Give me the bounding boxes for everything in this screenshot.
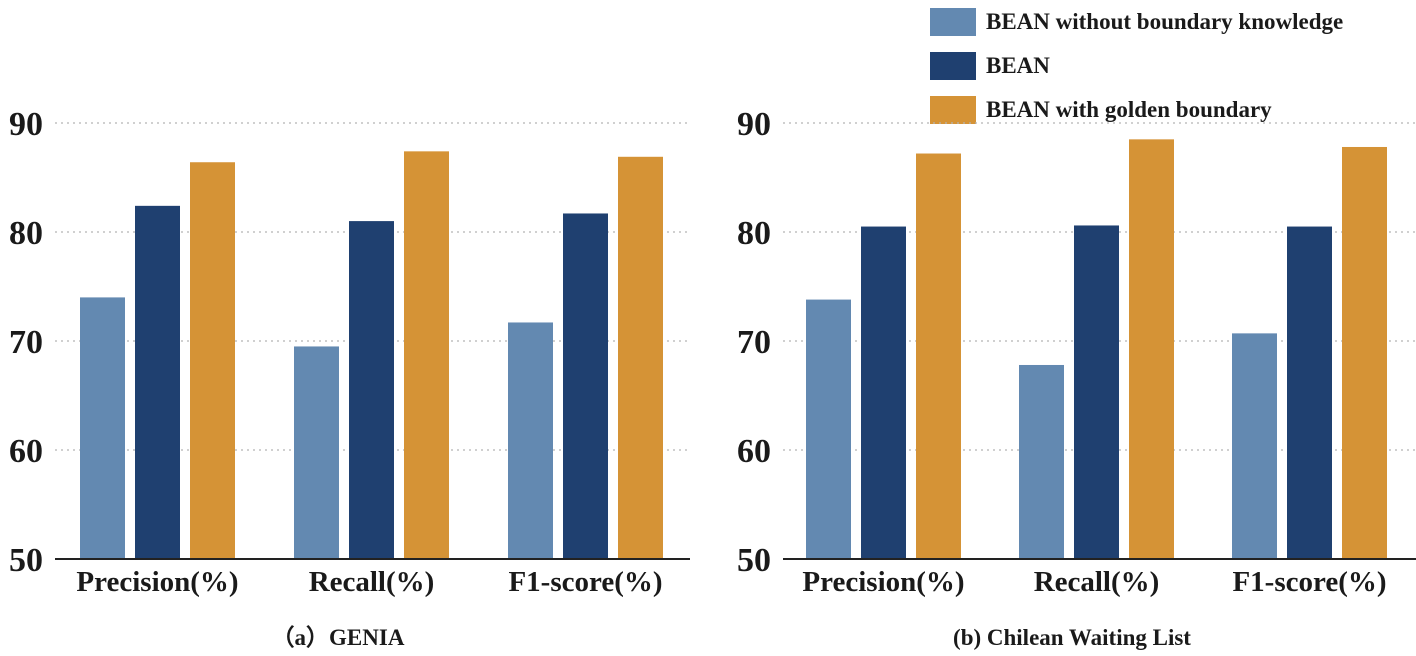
bar-bean-without-boundary-knowledge-1	[294, 346, 339, 559]
x-tick-label: F1-score(%)	[508, 566, 662, 598]
bar-bean-without-boundary-knowledge-0	[80, 297, 125, 559]
bar-bean-without-boundary-knowledge-1	[1019, 364, 1064, 559]
bar-bean-1	[1074, 225, 1119, 559]
bar-bean-0	[135, 205, 180, 559]
bar-bean-with-golden-boundary-2	[618, 156, 663, 560]
x-tick-label: F1-score(%)	[1232, 566, 1386, 598]
x-tick-label: Recall(%)	[1034, 566, 1160, 598]
y-tick-label: 60	[737, 433, 771, 470]
legend-label: BEAN without boundary knowledge	[986, 9, 1344, 34]
bar-bean-2	[563, 213, 608, 559]
y-tick-label: 70	[737, 324, 771, 361]
bar-bean-without-boundary-knowledge-2	[508, 322, 553, 559]
y-tick-label: 80	[737, 215, 771, 252]
y-tick-label: 90	[9, 106, 43, 143]
x-tick-label: Recall(%)	[309, 566, 435, 598]
bar-bean-without-boundary-knowledge-0	[806, 299, 851, 559]
x-tick-label: Precision(%)	[76, 566, 238, 598]
panel-title: （a）GENIA	[272, 624, 405, 650]
bar-bean-with-golden-boundary-1	[1129, 139, 1174, 559]
bar-bean-with-golden-boundary-0	[190, 162, 235, 560]
y-tick-label: 70	[9, 324, 43, 361]
legend-item-bean: BEAN	[930, 44, 1343, 88]
bar-bean-with-golden-boundary-1	[404, 151, 449, 559]
panel-genia: 50 60 70 80 90 Precision(%) Recall(%) F1-score(…	[9, 106, 690, 650]
bar-bean-2	[1287, 226, 1332, 560]
bar-bean-with-golden-boundary-0	[916, 153, 961, 559]
legend-swatch	[930, 8, 976, 36]
bar-bean-0	[861, 226, 906, 560]
x-tick-label: Precision(%)	[802, 566, 964, 598]
legend-item-without-boundary: BEAN without boundary knowledge	[930, 0, 1343, 44]
bar-bean-without-boundary-knowledge-2	[1232, 333, 1277, 559]
panel-title: (b) Chilean Waiting List	[953, 625, 1191, 650]
bar-bean-1	[349, 221, 394, 559]
legend-label: BEAN	[986, 53, 1050, 78]
legend-swatch	[930, 52, 976, 80]
y-tick-label: 60	[9, 433, 43, 470]
y-tick-label: 80	[9, 215, 43, 252]
bar-bean-with-golden-boundary-2	[1342, 146, 1387, 560]
y-tick-label: 50	[737, 542, 771, 579]
legend-item-golden-boundary: BEAN with golden boundary	[930, 88, 1343, 132]
y-tick-label: 50	[9, 542, 43, 579]
legend-swatch	[930, 96, 976, 124]
y-tick-label: 90	[737, 106, 771, 143]
legend-label: BEAN with golden boundary	[986, 97, 1272, 122]
panel-chilean-waiting-list: 50 60 70 80 90 Precision(%) Recall(%) F1-score(…	[737, 106, 1416, 650]
legend: BEAN without boundary knowledge BEAN BEA…	[930, 0, 1343, 132]
